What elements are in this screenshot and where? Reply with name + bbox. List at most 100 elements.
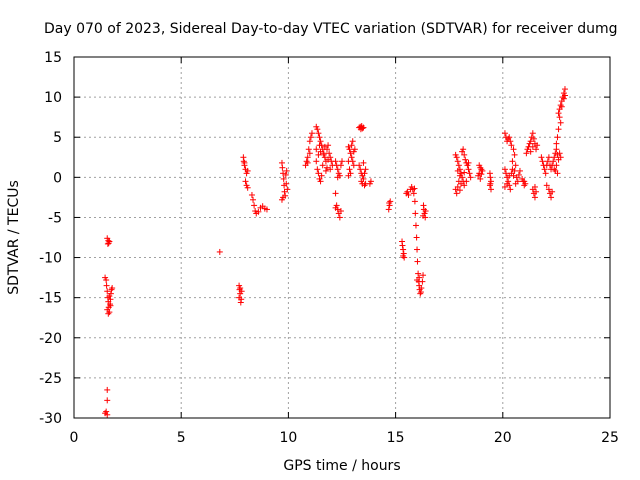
data-point bbox=[386, 202, 393, 209]
data-point bbox=[404, 188, 411, 195]
data-point bbox=[308, 130, 315, 137]
data-point bbox=[105, 310, 112, 317]
x-tick-labels: 0 5 10 15 20 25 bbox=[70, 430, 619, 446]
data-point bbox=[506, 134, 513, 141]
data-point bbox=[339, 158, 345, 165]
data-point bbox=[475, 172, 482, 179]
data-point bbox=[553, 140, 560, 147]
data-point bbox=[507, 186, 514, 193]
data-point bbox=[321, 143, 328, 150]
data-point bbox=[453, 190, 460, 197]
data-point bbox=[456, 172, 463, 179]
data-point bbox=[306, 150, 313, 157]
data-point bbox=[420, 272, 427, 279]
data-point bbox=[244, 184, 251, 191]
data-point bbox=[411, 198, 418, 205]
data-point bbox=[255, 208, 262, 215]
data-point bbox=[326, 150, 333, 157]
y-tick-label: 5 bbox=[53, 130, 62, 146]
data-point bbox=[348, 142, 355, 149]
data-point bbox=[545, 154, 552, 161]
data-point bbox=[263, 206, 270, 213]
data-point bbox=[467, 174, 474, 181]
data-point bbox=[387, 198, 394, 205]
x-tick-label: 25 bbox=[601, 430, 619, 446]
data-point bbox=[323, 164, 330, 171]
data-point bbox=[529, 130, 536, 137]
y-axis-title: SDTVAR / TECUs bbox=[6, 180, 22, 295]
data-point bbox=[315, 170, 322, 177]
y-tick-labels: 15 10 5 0 -5 -10 -15 -20 -25 -30 bbox=[39, 50, 62, 427]
data-point bbox=[367, 178, 374, 185]
data-point bbox=[512, 162, 519, 169]
data-point bbox=[242, 178, 249, 185]
data-point bbox=[551, 154, 558, 161]
data-points bbox=[102, 86, 568, 418]
data-point bbox=[529, 143, 536, 150]
data-point bbox=[334, 174, 341, 181]
data-point bbox=[104, 240, 111, 247]
data-point bbox=[346, 146, 353, 153]
data-point bbox=[420, 212, 427, 219]
data-point bbox=[422, 208, 429, 215]
data-point bbox=[520, 178, 527, 185]
data-point bbox=[337, 162, 344, 169]
data-point bbox=[304, 154, 311, 161]
data-point bbox=[411, 185, 418, 192]
data-point bbox=[332, 190, 339, 197]
data-point bbox=[107, 302, 114, 309]
data-point bbox=[317, 148, 324, 155]
data-point bbox=[556, 114, 563, 121]
data-point bbox=[487, 180, 494, 187]
data-point bbox=[237, 299, 244, 306]
data-point bbox=[327, 166, 334, 173]
data-point bbox=[347, 150, 354, 157]
data-point bbox=[345, 172, 352, 179]
data-point bbox=[336, 214, 343, 221]
data-point bbox=[356, 162, 363, 169]
data-point bbox=[283, 167, 290, 174]
x-tick-label: 20 bbox=[494, 430, 512, 446]
data-point bbox=[280, 175, 287, 182]
data-point bbox=[541, 166, 548, 173]
data-point bbox=[412, 222, 419, 229]
data-point bbox=[250, 196, 257, 203]
data-point bbox=[533, 188, 540, 195]
data-point bbox=[337, 208, 344, 215]
data-point bbox=[350, 162, 357, 169]
data-point bbox=[317, 138, 324, 145]
data-point bbox=[527, 148, 534, 155]
data-point bbox=[555, 126, 562, 133]
data-point bbox=[325, 156, 332, 163]
data-point bbox=[282, 171, 289, 178]
data-point bbox=[510, 146, 517, 153]
data-point bbox=[454, 183, 461, 190]
data-point bbox=[558, 103, 565, 110]
data-point bbox=[106, 293, 113, 300]
y-tick-label: 10 bbox=[44, 90, 62, 106]
data-point bbox=[241, 159, 248, 166]
data-point bbox=[405, 191, 412, 198]
x-tick-label: 0 bbox=[70, 430, 79, 446]
data-point bbox=[322, 167, 329, 174]
data-point bbox=[315, 151, 322, 158]
data-point bbox=[554, 134, 561, 141]
data-point bbox=[533, 146, 540, 153]
data-point bbox=[457, 180, 464, 187]
data-point bbox=[463, 178, 470, 185]
data-point bbox=[313, 146, 320, 153]
data-point bbox=[550, 158, 557, 165]
data-point bbox=[358, 122, 365, 129]
data-point bbox=[419, 278, 426, 285]
data-point bbox=[320, 151, 327, 158]
data-point bbox=[385, 206, 392, 213]
data-point bbox=[455, 162, 462, 169]
data-point bbox=[332, 158, 339, 165]
data-point bbox=[461, 151, 468, 158]
data-point bbox=[316, 134, 323, 141]
data-point bbox=[512, 180, 519, 187]
data-point bbox=[548, 194, 555, 201]
data-point bbox=[414, 246, 421, 253]
data-point bbox=[345, 158, 352, 165]
